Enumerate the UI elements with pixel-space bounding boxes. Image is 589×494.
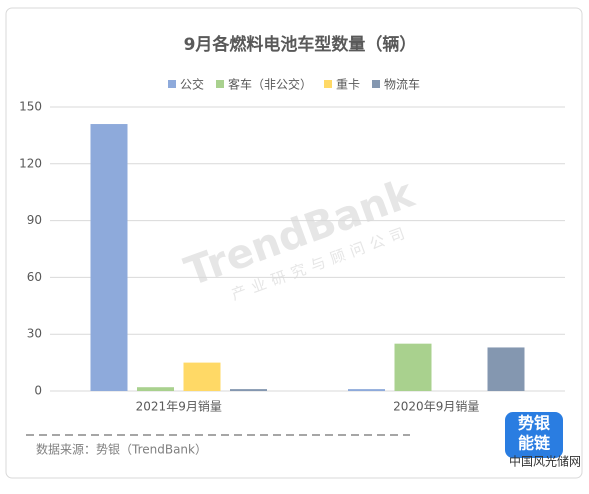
legend-swatch [168,80,176,88]
bar [90,124,128,391]
bar [137,387,174,391]
legend-swatch [372,80,380,88]
legend-swatch [324,80,332,88]
legend-label: 公交 [180,77,204,92]
site-watermark: 中国风光储网 [509,454,581,469]
y-tick-label: 30 [27,327,42,341]
logo-text: 能链 [518,434,551,453]
y-tick-label: 60 [27,270,42,284]
logo-text: 势银 [518,414,551,433]
chart-title: 9月各燃料电池车型数量（辆） [184,34,417,55]
y-tick-label: 0 [34,384,42,398]
bar [348,389,385,391]
y-tick-label: 120 [19,156,42,170]
bar [487,347,525,391]
legend-label: 客车（非公交） [228,77,312,92]
bar [394,343,432,391]
logo-box [505,412,563,458]
y-tick-label: 150 [19,100,42,114]
legend-swatch [216,80,224,88]
legend-label: 重卡 [336,78,360,92]
bar [230,389,267,391]
legend-label: 物流车 [384,77,420,92]
bar [183,362,221,391]
y-tick-label: 90 [27,213,42,227]
frame [5,7,583,479]
source: 数据来源：势银（TrendBank） [36,442,207,457]
x-tick-label: 2020年9月销量 [393,400,479,414]
x-tick-label: 2021年9月销量 [136,400,222,414]
